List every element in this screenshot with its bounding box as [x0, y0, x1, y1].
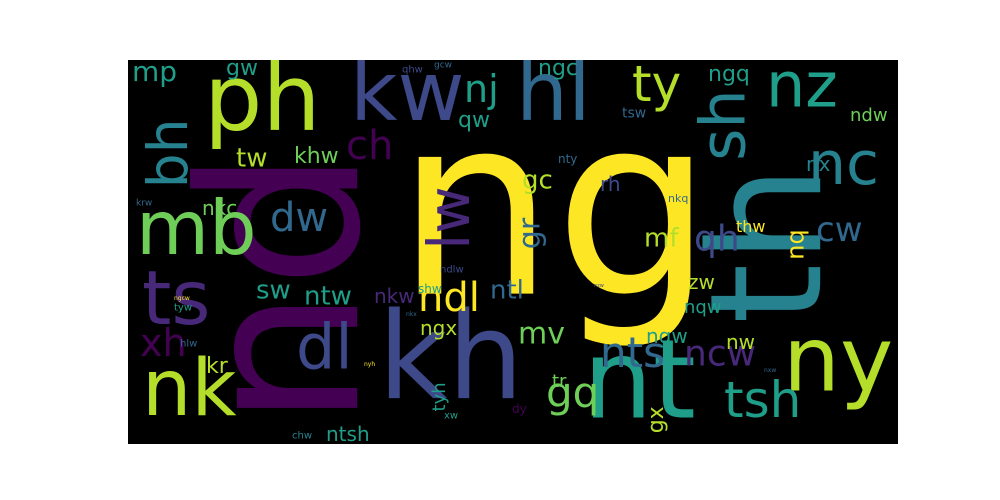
cloud-word-hl: hl [516, 60, 591, 140]
cloud-word-qhw: qhw [402, 64, 423, 75]
cloud-word-dl: dl [296, 310, 353, 383]
cloud-word-tsw: tsw [622, 106, 646, 122]
cloud-word-bh: bh [136, 118, 200, 188]
cloud-word-mp: mp [132, 60, 177, 88]
cloud-word-shw: shw [418, 282, 442, 296]
cloud-word-tsh: tsh [724, 371, 801, 429]
cloud-word-kh: kh [378, 288, 524, 427]
cloud-word-ndw: ndw [850, 105, 888, 126]
cloud-word-khw: khw [294, 144, 339, 169]
cloud-word-thw: thw [736, 217, 766, 236]
word-cloud-canvas: ng nd kh th nt ph kw hl nz ny nc sh mb nk ts bh dl lw tsh t… [128, 60, 898, 444]
cloud-word-qh: qh [694, 219, 740, 260]
cloud-word-krw: krw [136, 199, 152, 209]
cloud-word-th: th [676, 165, 857, 324]
cloud-word-sw: sw [256, 275, 291, 305]
cloud-word-nz: nz [766, 60, 838, 121]
cloud-word-nkc: nkc [202, 196, 237, 220]
cloud-word-nt: nt [583, 316, 696, 444]
cloud-word-ngw: ngw [646, 324, 688, 348]
cloud-word-nc: nc [808, 129, 879, 199]
cloud-word-ty: ty [632, 60, 681, 113]
cloud-word-kw: kw [350, 60, 465, 140]
cloud-word-lw: lw [415, 186, 483, 250]
cloud-word-ny: ny [783, 307, 893, 412]
cloud-word-nkw: nkw [374, 284, 415, 308]
cloud-word-cw: cw [816, 210, 863, 250]
cloud-word-mb: mb [136, 184, 257, 272]
cloud-word-chw: chw [292, 430, 312, 441]
cloud-word-ntw: ntw [304, 281, 352, 311]
cloud-word-ncw: ncw [684, 334, 756, 375]
cloud-word-zw: zw [688, 270, 715, 294]
cloud-word-ng: ng [396, 62, 713, 353]
cloud-word-tyh: tyh [429, 382, 450, 411]
cloud-word-nw: nw [726, 330, 755, 354]
cloud-word-ch: ch [346, 123, 393, 169]
cloud-word-ndl: ndl [418, 275, 480, 321]
cloud-word-tr: tr [552, 371, 567, 392]
cloud-word-qw: qw [458, 108, 490, 133]
cloud-word-gw: gw [226, 60, 258, 81]
cloud-word-nzw: nzw [594, 283, 604, 289]
cloud-word-tw: tw [236, 143, 267, 173]
cloud-word-nx: nx [806, 152, 831, 176]
cloud-word-ngq: ngq [708, 62, 750, 87]
cloud-word-gc: gc [522, 165, 553, 195]
cloud-word-ts: ts [142, 254, 210, 342]
cloud-word-kr: kr [206, 354, 229, 379]
cloud-word-dw: dw [270, 195, 328, 241]
cloud-word-nqw: nqw [684, 297, 722, 318]
cloud-word-nq: nq [782, 229, 810, 259]
cloud-word-nd: nd [153, 149, 409, 428]
cloud-word-nkq: nkq [668, 192, 688, 205]
cloud-word-nyh: nyh [364, 361, 375, 368]
cloud-word-ngx: ngx [420, 316, 457, 340]
cloud-word-gx: gx [644, 406, 669, 433]
cloud-word-nts: nts [600, 328, 665, 377]
cloud-word-xh: xh [140, 321, 187, 365]
cloud-word-ntl: ntl [490, 275, 524, 305]
cloud-word-hlw: hlw [180, 338, 197, 349]
cloud-word-nxw: nxw [764, 367, 776, 374]
cloud-word-mv: mv [518, 317, 565, 352]
cloud-word-nty: nty [558, 152, 577, 166]
cloud-word-gcw: gcw [434, 61, 452, 71]
cloud-word-ngcw: ngcw [174, 295, 190, 302]
cloud-word-tyw: tyw [174, 302, 192, 313]
cloud-word-nj: nj [464, 67, 499, 111]
cloud-word-gq: gq [546, 368, 599, 417]
cloud-word-rh: rh [600, 172, 621, 196]
cloud-word-dy: dy [512, 402, 527, 416]
cloud-word-ndlw: ndlw [440, 264, 464, 275]
cloud-word-nk: nk [142, 344, 237, 434]
cloud-word-ntsh: ntsh [326, 422, 370, 444]
cloud-word-nkx: nkx [406, 311, 417, 318]
cloud-word-mf: mf [644, 223, 679, 253]
cloud-word-ngc: ngc [538, 60, 578, 81]
cloud-word-gr: gr [513, 217, 548, 249]
cloud-word-xw: xw [444, 410, 458, 421]
cloud-word-ph: ph [204, 60, 321, 152]
cloud-word-sh: sh [686, 89, 759, 161]
